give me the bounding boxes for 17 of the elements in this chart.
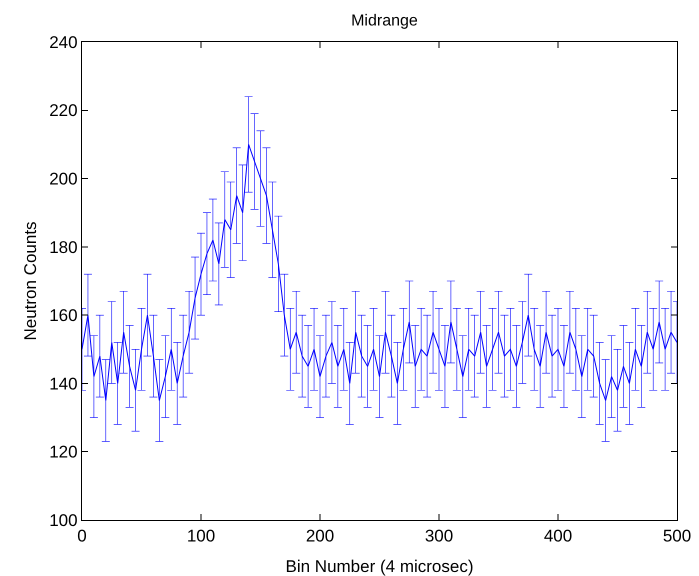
y-tick-label: 100 — [49, 510, 78, 530]
x-tick-label: 300 — [424, 526, 454, 546]
y-tick-label: 240 — [49, 32, 78, 52]
x-tick-label: 400 — [544, 526, 572, 546]
y-tick-label: 140 — [49, 374, 78, 394]
x-axis-title: Bin Number (4 microsec) — [286, 557, 474, 576]
chart-title: Midrange — [351, 12, 418, 30]
x-tick-label: 200 — [306, 526, 334, 546]
y-tick-label: 220 — [49, 101, 78, 120]
y-tick-label: 200 — [49, 170, 78, 189]
y-axis-title: Neutron Counts — [20, 221, 40, 341]
x-tick-label: 0 — [77, 526, 87, 546]
y-tick-label: 180 — [49, 238, 78, 257]
y-tick-label: 160 — [49, 306, 78, 326]
x-tick-label: 100 — [186, 526, 216, 546]
y-tick-label: 120 — [49, 442, 78, 462]
x-tick-label: 500 — [662, 526, 692, 546]
